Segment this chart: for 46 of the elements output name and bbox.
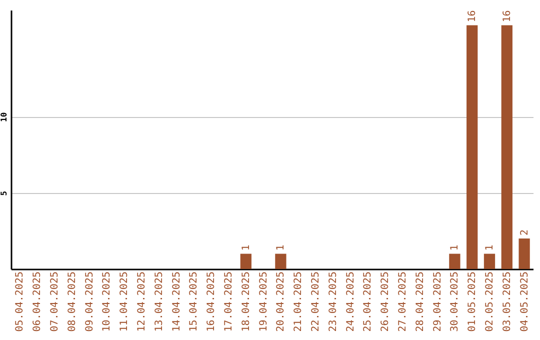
x-tick-label: 22.04.2025 bbox=[310, 272, 322, 332]
bar bbox=[484, 254, 496, 269]
x-tick-label: 07.04.2025 bbox=[50, 272, 60, 332]
data-label: 2 bbox=[519, 230, 530, 236]
data-label: 1 bbox=[450, 244, 461, 251]
x-tick-label: 01.05.2025 bbox=[467, 272, 478, 332]
x-tick-label: 02.05.2025 bbox=[484, 272, 496, 332]
x-tick-label: 03.05.2025 bbox=[502, 272, 513, 332]
y-tick-label: 10 bbox=[0, 112, 8, 122]
x-tick-label: 23.04.2025 bbox=[328, 272, 339, 332]
data-label: 1 bbox=[240, 244, 252, 251]
x-tick-label: 26.04.2025 bbox=[380, 272, 392, 332]
x-tick-label: 27.04.2025 bbox=[398, 272, 408, 332]
bar bbox=[466, 25, 478, 269]
data-label: 16 bbox=[467, 10, 478, 22]
x-tick-label: 13.04.2025 bbox=[154, 272, 165, 332]
bar bbox=[518, 238, 530, 269]
x-tick-label: 08.04.2025 bbox=[66, 272, 78, 332]
x-tick-label: 15.04.2025 bbox=[188, 272, 200, 332]
bar bbox=[501, 25, 512, 269]
x-tick-label: 28.04.2025 bbox=[414, 272, 426, 332]
x-tick-label: 19.04.2025 bbox=[258, 272, 270, 332]
x-tick-label: 18.04.2025 bbox=[240, 272, 252, 332]
x-tick-label: 24.04.2025 bbox=[345, 272, 356, 332]
x-tick-label: 04.05.2025 bbox=[519, 272, 530, 332]
bar bbox=[275, 254, 286, 269]
x-tick-label: 21.04.2025 bbox=[293, 272, 304, 332]
x-tick-label: 14.04.2025 bbox=[171, 272, 182, 332]
x-tick-label: 06.04.2025 bbox=[32, 272, 44, 332]
x-tick-label: 16.04.2025 bbox=[206, 272, 218, 332]
data-label: 16 bbox=[502, 10, 513, 22]
x-tick-label: 29.04.2025 bbox=[432, 272, 444, 332]
data-label: 1 bbox=[484, 244, 496, 251]
x-tick-label: 11.04.2025 bbox=[119, 272, 130, 332]
x-tick-label: 05.04.2025 bbox=[14, 272, 26, 332]
x-tick-label: 25.04.2025 bbox=[362, 272, 374, 332]
bar bbox=[449, 254, 460, 269]
data-label: 1 bbox=[276, 244, 287, 251]
y-tick-label: 5 bbox=[0, 190, 8, 196]
x-tick-label: 17.04.2025 bbox=[224, 272, 234, 332]
x-tick-label: 10.04.2025 bbox=[102, 272, 113, 332]
x-tick-label: 30.04.2025 bbox=[450, 272, 461, 332]
x-tick-label: 12.04.2025 bbox=[136, 272, 148, 332]
bar bbox=[240, 254, 252, 269]
x-tick-label: 09.04.2025 bbox=[84, 272, 96, 332]
x-tick-label: 20.04.2025 bbox=[276, 272, 287, 332]
